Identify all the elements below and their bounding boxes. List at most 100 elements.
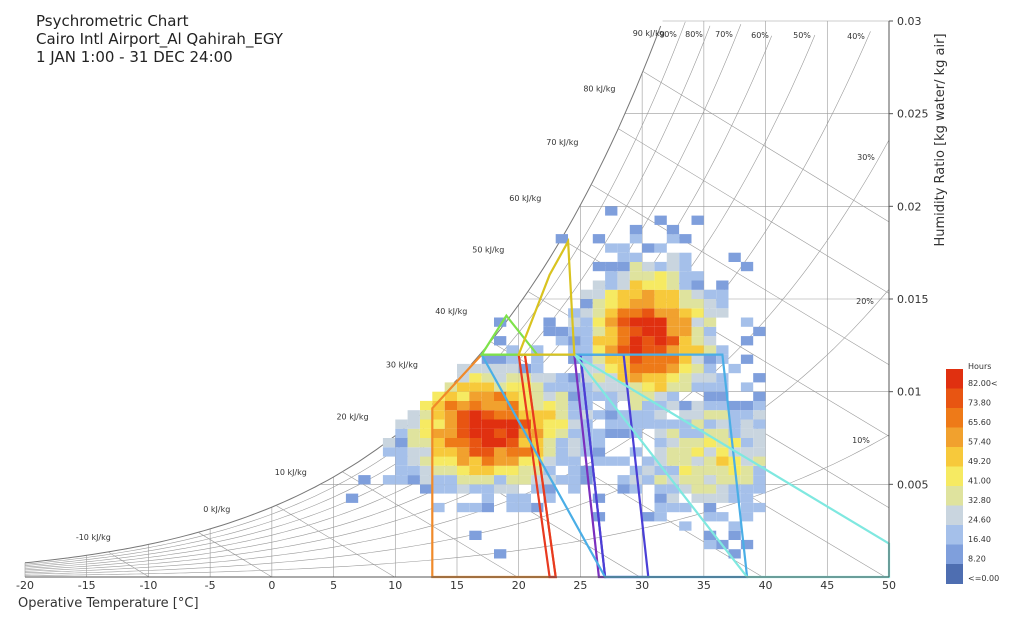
heatmap-cell bbox=[654, 243, 667, 253]
heatmap-cell bbox=[629, 252, 643, 262]
y-axis-title: Humidity Ratio [kg water/ kg air] bbox=[933, 33, 948, 246]
heatmap-cell bbox=[444, 447, 457, 457]
heatmap-cell bbox=[518, 373, 531, 383]
heatmap-cell bbox=[691, 382, 704, 392]
enthalpy-line bbox=[275, 505, 395, 578]
heatmap-cell bbox=[642, 391, 655, 401]
heatmap-cell bbox=[703, 326, 717, 337]
heatmap-cell bbox=[531, 382, 544, 392]
heatmap-cell bbox=[605, 261, 618, 272]
heatmap-cell bbox=[679, 400, 692, 411]
heatmap-cell bbox=[407, 465, 420, 476]
comfort-polygon bbox=[479, 313, 540, 356]
heatmap-cell bbox=[679, 326, 692, 337]
y-tick-label: 0.01 bbox=[897, 386, 922, 399]
heatmap-cell bbox=[494, 354, 507, 364]
heatmap-cell bbox=[753, 326, 766, 337]
heatmap-cell bbox=[654, 289, 667, 299]
heatmap-cell bbox=[481, 465, 494, 476]
x-tick-label: -10 bbox=[139, 579, 157, 592]
heatmap-cell bbox=[679, 345, 692, 355]
heatmap-cell bbox=[728, 549, 741, 559]
heatmap-cell bbox=[617, 308, 630, 318]
heatmap-cell bbox=[592, 493, 606, 503]
heatmap-cell bbox=[494, 438, 507, 448]
x-tick-label: 25 bbox=[573, 579, 587, 592]
heatmap-cell bbox=[592, 373, 606, 383]
heatmap-cell bbox=[728, 400, 741, 411]
enthalpy-label: 90 kJ/kg bbox=[633, 29, 665, 38]
heatmap-cell bbox=[580, 354, 593, 364]
heatmap-cell bbox=[679, 252, 692, 262]
heatmap-cell bbox=[716, 400, 729, 411]
legend-swatch bbox=[946, 369, 963, 389]
x-tick-label: 5 bbox=[330, 579, 337, 592]
heatmap-cell bbox=[457, 465, 470, 476]
heatmap-cell bbox=[679, 308, 692, 318]
heatmap-cell bbox=[753, 484, 766, 494]
enthalpy-label: 30 kJ/kg bbox=[386, 361, 418, 370]
legend-swatch bbox=[946, 505, 963, 526]
x-axis-title: Operative Temperature [°C] bbox=[18, 596, 199, 611]
heatmap-cell bbox=[654, 447, 667, 457]
heatmap-cell bbox=[691, 308, 704, 318]
heatmap-cell bbox=[703, 475, 717, 485]
heatmap-cell bbox=[740, 410, 754, 420]
heatmap-cell bbox=[666, 382, 680, 392]
heatmap-cell bbox=[605, 345, 618, 355]
heatmap-cell bbox=[753, 428, 766, 438]
heatmap-cell bbox=[555, 456, 568, 466]
heatmap-cell bbox=[531, 345, 544, 355]
enthalpy-line bbox=[342, 471, 518, 578]
heatmap-cell bbox=[518, 382, 531, 392]
legend-swatch bbox=[946, 388, 963, 409]
heatmap-cell bbox=[543, 400, 556, 411]
heatmap-cell bbox=[703, 382, 717, 392]
heatmap-cell bbox=[753, 475, 766, 485]
heatmap-cell bbox=[753, 391, 766, 401]
legend-swatch bbox=[946, 525, 963, 545]
legend-swatch bbox=[946, 466, 963, 487]
heatmap-cell bbox=[506, 465, 519, 476]
heatmap-cell bbox=[580, 428, 593, 438]
heatmap-cell bbox=[642, 419, 655, 429]
heatmap-cell bbox=[666, 493, 680, 503]
legend-swatch bbox=[946, 427, 963, 448]
heatmap-cell bbox=[592, 354, 606, 364]
heatmap-cell bbox=[642, 243, 655, 253]
heatmap-cell bbox=[580, 391, 593, 401]
heatmap-cell bbox=[679, 289, 692, 299]
heatmap-cell bbox=[679, 280, 692, 290]
heatmap-cell bbox=[444, 456, 457, 466]
enthalpy-label: 50 kJ/kg bbox=[472, 246, 504, 255]
heatmap-cell bbox=[691, 428, 704, 438]
heatmap-cell bbox=[753, 373, 766, 383]
heatmap-cell bbox=[543, 317, 556, 327]
heatmap-cell bbox=[629, 363, 643, 374]
heatmap-cell bbox=[420, 475, 433, 485]
heatmap-cell bbox=[740, 354, 754, 364]
heatmap-cell bbox=[506, 419, 519, 429]
legend-label: 57.40 bbox=[968, 438, 991, 447]
heatmap-cell bbox=[494, 410, 507, 420]
heatmap-cell bbox=[457, 400, 470, 411]
heatmap-cell bbox=[703, 400, 717, 411]
heatmap-cell bbox=[518, 419, 531, 429]
heatmap-cell bbox=[444, 438, 457, 448]
heatmap-cell bbox=[592, 456, 606, 466]
heatmap-cell bbox=[691, 475, 704, 485]
heatmap-cell bbox=[543, 428, 556, 438]
heatmap-cell bbox=[642, 363, 655, 374]
x-tick-label: -5 bbox=[205, 579, 216, 592]
heatmap-cell bbox=[605, 243, 618, 253]
heatmap-cell bbox=[642, 382, 655, 392]
heatmap-cell bbox=[642, 280, 655, 290]
heatmap-cell bbox=[691, 336, 704, 346]
heatmap-cell bbox=[543, 382, 556, 392]
heatmap-cell bbox=[617, 326, 630, 337]
heatmap-cell bbox=[740, 419, 754, 429]
heatmap-cell bbox=[531, 363, 544, 374]
enthalpy-label: 10 kJ/kg bbox=[275, 468, 307, 477]
heatmap-cell bbox=[407, 447, 420, 457]
heatmap-cell bbox=[555, 234, 568, 244]
